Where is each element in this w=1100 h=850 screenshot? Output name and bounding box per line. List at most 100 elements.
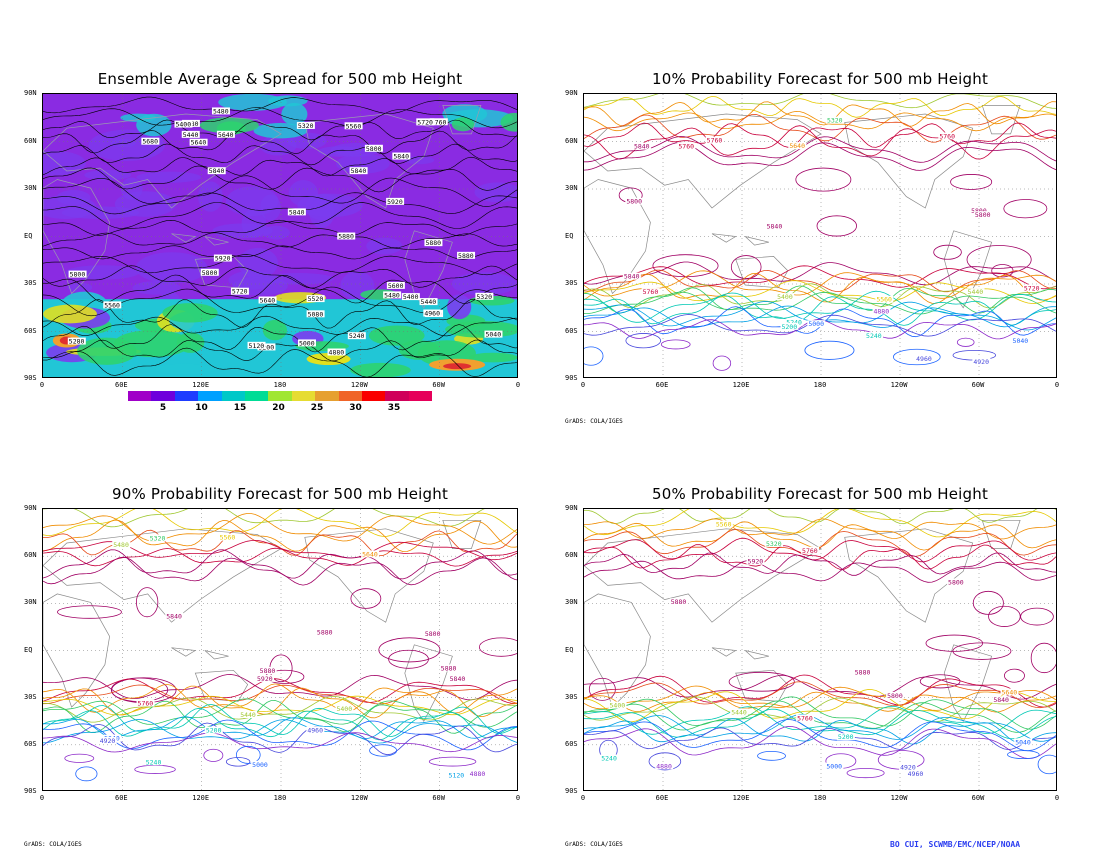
svg-text:5760: 5760	[678, 142, 694, 150]
lon-tick-label: 180	[813, 381, 827, 389]
svg-text:5440: 5440	[968, 288, 984, 296]
svg-text:5440: 5440	[240, 711, 256, 719]
contour-label: 5760	[705, 136, 724, 145]
contour-label: 5720	[1022, 284, 1041, 292]
svg-text:5720: 5720	[232, 288, 248, 296]
svg-text:5120: 5120	[249, 342, 265, 350]
svg-text:4880: 4880	[656, 762, 672, 770]
colorbar-swatch	[385, 391, 409, 401]
lon-tick-label: 120E	[732, 794, 750, 802]
contour-label: 5920	[746, 557, 765, 566]
svg-text:5840: 5840	[624, 273, 640, 281]
svg-text:5640: 5640	[362, 550, 378, 558]
contour-label: 5880	[337, 232, 356, 241]
contour-label: 5760	[796, 714, 815, 722]
lat-tick-label: 90S	[565, 374, 578, 382]
lon-tick-label: 0	[580, 381, 586, 389]
svg-text:5320: 5320	[150, 534, 166, 542]
colorbar-label: 15	[233, 403, 247, 413]
svg-text:5400: 5400	[403, 293, 419, 301]
svg-text:5880: 5880	[458, 252, 474, 260]
svg-text:5640: 5640	[789, 142, 805, 150]
contour-label: 5240	[785, 318, 804, 327]
contour-label: 5440	[730, 708, 749, 716]
svg-text:5760: 5760	[431, 118, 447, 126]
lat-tick-label: 60N	[565, 136, 578, 145]
lon-tick-label: 0	[580, 794, 586, 802]
lat-tick-label: 90N	[24, 504, 37, 512]
contour-label: 5120	[447, 771, 466, 780]
contour-label: 5880	[424, 239, 443, 247]
contour-label: 5400	[401, 293, 420, 301]
svg-text:5400: 5400	[610, 702, 626, 710]
lat-tick-label: 30N	[24, 598, 37, 607]
contour-label: 5640	[1000, 688, 1019, 696]
contour-label: 5560	[218, 533, 237, 542]
lon-tick-label: 60W	[432, 794, 445, 802]
contour-label: 5800	[364, 144, 383, 153]
lon-tick-label: 60E	[655, 381, 669, 389]
contour-label: 5440	[419, 298, 438, 306]
contour-label: 5840	[632, 142, 651, 151]
svg-text:5800: 5800	[70, 271, 86, 279]
svg-text:5240: 5240	[786, 319, 802, 327]
svg-text:5000: 5000	[826, 763, 842, 771]
contour-label: 5200	[204, 726, 223, 735]
lon-tick-label: 120W	[890, 381, 908, 389]
contour-label: 5880	[439, 664, 458, 672]
colorbar-swatch	[361, 391, 386, 401]
contour-label: 5720	[230, 287, 249, 296]
contour-label: 5560	[714, 520, 733, 528]
lat-tick-label: 90N	[565, 89, 578, 97]
lat-tick-label: 90N	[565, 504, 578, 512]
svg-text:4960: 4960	[307, 727, 323, 735]
contour-label: 5800	[423, 630, 442, 638]
svg-text:5440: 5440	[421, 298, 437, 306]
lon-tick-label: 0	[39, 794, 45, 802]
contour-label: 5320	[296, 121, 315, 130]
svg-text:5640: 5640	[218, 131, 234, 139]
svg-text:5040: 5040	[1015, 738, 1031, 746]
svg-text:5840: 5840	[634, 143, 650, 151]
contour-label: 5200	[257, 343, 276, 351]
contour-label: 5000	[297, 339, 316, 347]
svg-text:5560: 5560	[220, 534, 236, 542]
contour-label: 5640	[189, 138, 208, 147]
svg-text:5720: 5720	[417, 118, 433, 126]
contour-label: 5880	[669, 598, 688, 606]
contour-label: 4880	[872, 307, 891, 315]
svg-text:5920: 5920	[257, 675, 273, 683]
contour-label: 5760	[801, 546, 820, 555]
grads-note-p90: GrADS: COLA/IGES	[24, 841, 82, 848]
contour-label: 5040	[484, 330, 503, 339]
contour-label: 5400	[776, 293, 795, 301]
contour-label: 5640	[788, 142, 807, 150]
contour-label: 5640	[258, 296, 277, 305]
contour-label: 5480	[383, 291, 402, 299]
contour-label: 5040	[1014, 738, 1033, 746]
svg-text:4960: 4960	[908, 770, 924, 778]
svg-text:5800: 5800	[975, 211, 991, 219]
contour-label: 5800	[886, 691, 905, 700]
colorbar-label: 30	[349, 403, 362, 413]
lon-tick-label: 120W	[350, 381, 368, 389]
contour-label: 5080	[306, 310, 325, 318]
contour-label: 5440	[966, 288, 985, 296]
lat-tick-label: 60N	[565, 551, 578, 560]
svg-text:5640: 5640	[260, 297, 276, 305]
svg-text:5640: 5640	[1002, 688, 1018, 696]
contour-label: 5840	[392, 152, 411, 161]
lon-tick-label: 60W	[971, 794, 985, 802]
grads-note-p10: GrADS: COLA/IGES	[565, 418, 623, 425]
contour-label: 5840	[287, 208, 306, 216]
svg-text:5400: 5400	[777, 293, 793, 301]
svg-text:5240: 5240	[146, 758, 162, 766]
svg-text:5560: 5560	[104, 301, 120, 309]
svg-text:5800: 5800	[425, 630, 441, 638]
contour-label: 5920	[386, 197, 405, 206]
svg-text:5840: 5840	[289, 208, 305, 216]
map-p90: 5880 5840 5920 5880 5800 5840 5760 5640 5320 5240…	[42, 508, 518, 791]
colorbar-swatch	[174, 391, 199, 401]
grads-note-p50: GrADS: COLA/IGES	[565, 841, 623, 848]
lat-tick-label: 60N	[24, 551, 37, 560]
